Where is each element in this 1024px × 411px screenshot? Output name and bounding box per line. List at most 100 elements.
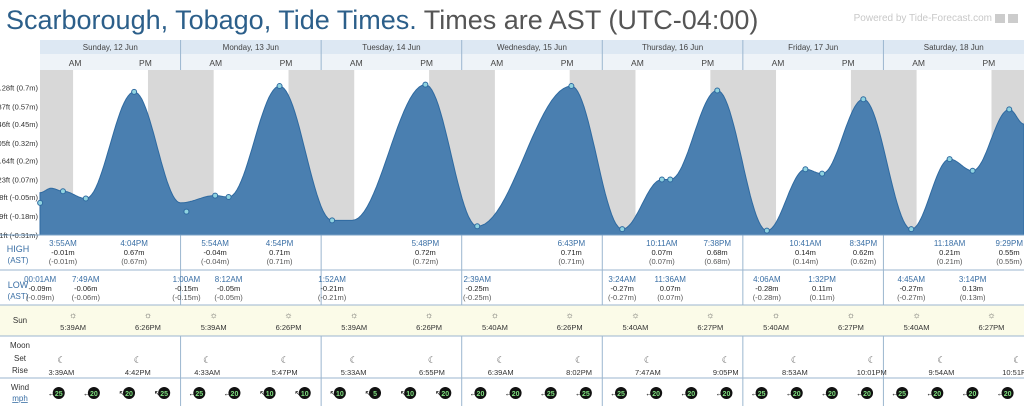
wind-speed: 20 [125,391,133,398]
wind-arrow-icon: ← [469,389,477,398]
high-tide-height: 0.72m [415,248,436,257]
moonset-time: 6:39AM [488,368,514,377]
moonrise-icon: ☾ [428,355,436,365]
day-label: Tuesday, 14 Jun [362,43,420,52]
y-tick-label: 2.28ft (0.7m) [0,84,38,93]
wind-badge [298,387,311,399]
low-row-sub: (AST) [8,292,29,301]
day-label: Wednesday, 15 Jun [497,43,567,52]
wind-speed: 20 [90,391,98,398]
low-tide-marker [763,227,770,234]
low-tide-height: -0.06m [74,284,97,293]
wind-badge [966,387,979,399]
wind-badge [1001,387,1014,399]
wind-arrow-icon: ← [48,389,56,398]
wind-speed: 10 [266,391,274,398]
wind-arrow-icon: ↖ [435,389,442,398]
high-tide-time: 3:55AM [49,239,77,248]
high-tide-height-alt: (0.67m) [121,257,147,266]
low-tide-height-alt: (-0.21m) [318,293,347,302]
moonrise-icon: ☾ [575,355,583,365]
high-tide-marker [131,88,138,95]
high-tide-height: -0.04m [203,248,226,257]
day-label: Monday, 13 Jun [223,43,279,52]
wind-badge [720,387,733,399]
high-tide-time: 5:48PM [412,239,440,248]
sunrise-icon: ☼ [69,310,77,320]
wind-arrow-icon: ← [188,389,196,398]
pm-label: PM [701,58,714,68]
high-tide-height: 0.07m [651,248,672,257]
moonrise-time: 10:01PM [857,368,887,377]
low-tide-height: 0.13m [962,284,983,293]
low-tide-marker [225,194,232,201]
high-tide-height-alt: (0.21m) [937,257,963,266]
pm-label: PM [982,58,995,68]
moonrise-time: 6:55PM [419,368,445,377]
sunrise-icon: ☼ [912,310,920,320]
moonset-icon: ☾ [203,355,211,365]
am-label: AM [912,58,925,68]
y-tick-label: 1.87ft (0.57m) [0,103,38,112]
high-tide-height-alt: (0.55m) [996,257,1022,266]
wind-arrow-icon: ← [961,389,969,398]
am-label: AM [350,58,363,68]
wind-speed: 20 [231,391,239,398]
wind-speed: 20 [723,391,731,398]
wind-arrow-icon: ← [575,389,583,398]
high-tide-height-alt: (-0.04m) [201,257,230,266]
high-tide-time: 10:41AM [789,239,821,248]
low-tide-time: 3:14PM [959,275,987,284]
wind-speed: 20 [969,391,977,398]
low-tide-time: 3:24AM [608,275,636,284]
wind-arrow-icon: ↖ [365,389,372,398]
high-tide-marker [1006,106,1013,113]
wind-speed: 25 [898,391,906,398]
wind-badge [87,387,100,399]
wind-badge [896,387,909,399]
title-place: Scarborough, Tobago, Tide Times. [6,5,417,35]
wind-arrow-icon: ← [786,389,794,398]
wind-badge [263,387,276,399]
low-tide-time: 4:45AM [897,275,925,284]
low-tide-time: 1:52AM [318,275,346,284]
low-tide-height: -0.25m [466,284,489,293]
moonset-icon: ☾ [350,355,358,365]
sunset-icon: ☼ [847,310,855,320]
low-row-label: LOW [8,280,29,290]
wind-badge [333,387,346,399]
ampm-header-bg [40,54,1024,70]
share-icon[interactable] [995,13,1005,23]
low-tide-marker [908,226,915,233]
wind-badge [825,387,838,399]
high-tide-height-alt: (-0.01m) [49,257,78,266]
sunset-icon: ☼ [144,310,152,320]
sunrise-icon: ☼ [350,310,358,320]
wind-badge [123,387,136,399]
day-header-bg [40,40,1024,54]
wind-badge [193,387,206,399]
wind-badge [544,387,557,399]
moonset-time: 7:47AM [635,368,661,377]
wind-speed: 20 [793,391,801,398]
sunrise-time: 5:39AM [60,323,86,332]
powered-by[interactable]: Powered by Tide-Forecast.com [854,13,1018,24]
am-label: AM [209,58,222,68]
am-label: AM [631,58,644,68]
wind-arrow-icon: ← [891,389,899,398]
low-tide-height: 0.11m [812,284,832,293]
wind-speed: 25 [758,391,766,398]
sunrise-icon: ☼ [772,310,780,320]
pm-label: PM [842,58,855,68]
moonset-time: 5:33AM [341,368,367,377]
high-tide-marker [860,96,867,103]
wind-arrow-icon: ← [751,389,759,398]
moon-row-label: Moon [10,341,30,350]
high-tide-marker [714,87,721,94]
wind-speed: 10 [406,391,414,398]
high-tide-height: 0.14m [795,248,816,257]
settings-icon[interactable] [1008,13,1018,23]
sunrise-icon: ☼ [210,310,218,320]
moonset-time: 3:39AM [48,368,74,377]
am-label: AM [69,58,82,68]
